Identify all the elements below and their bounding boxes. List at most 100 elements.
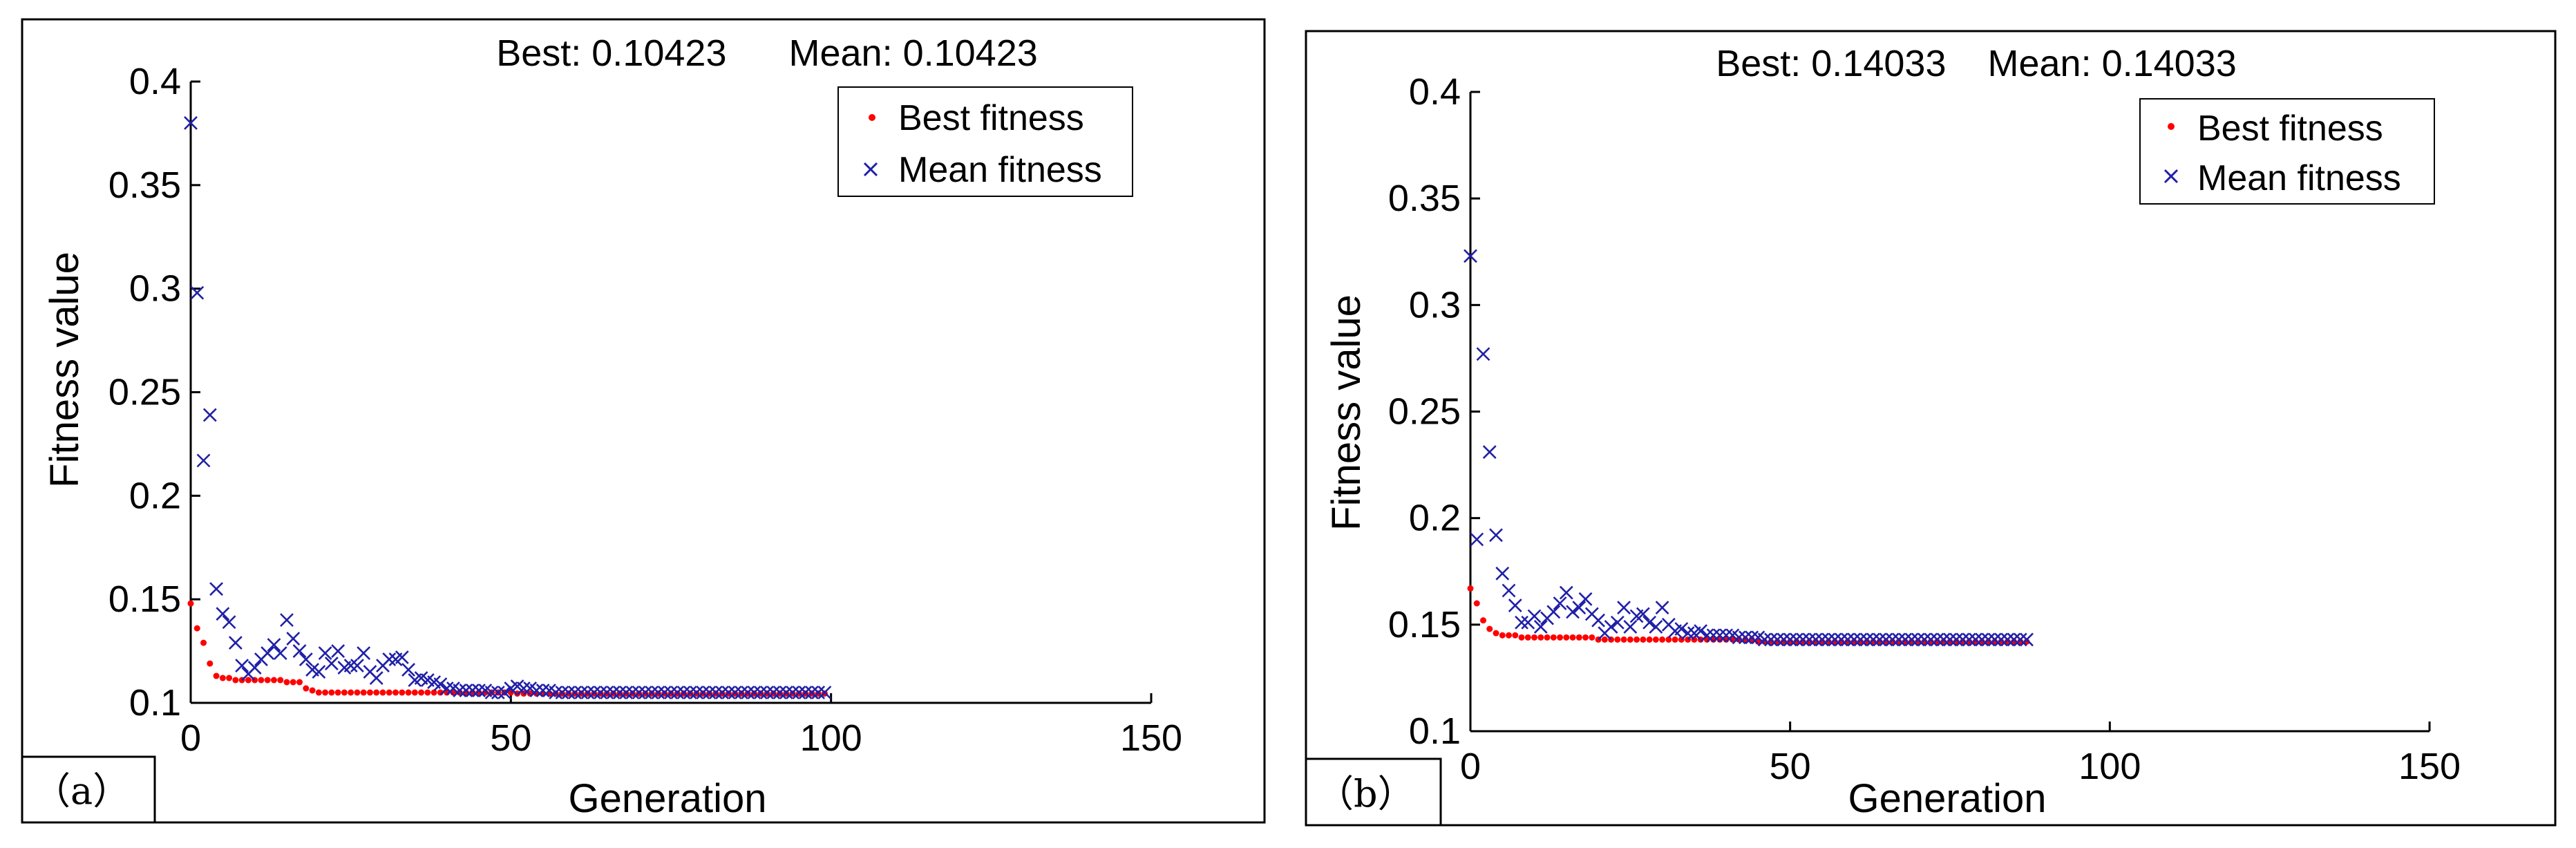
panel-a-x-tick-label: 0 <box>180 717 201 759</box>
panel-b-mean-fitness-point <box>1572 601 1587 615</box>
panel-a: Best: 0.10423 Mean: 0.10423 0.10.150.20.… <box>21 18 1266 824</box>
panel-b-best-fitness-point <box>1467 585 1474 592</box>
panel-a-mean-fitness-point <box>222 615 236 630</box>
panel-b-best-fitness-point <box>1589 634 1595 641</box>
panel-a-best-fitness-point <box>424 689 431 696</box>
panel-b-mean-fitness-point <box>1924 632 1938 647</box>
panel-a-mean-fitness-point <box>516 681 531 695</box>
panel-b-mean-fitness-point <box>1578 592 1593 606</box>
panel-a-x-label: Generation <box>569 776 767 821</box>
panel-b-mean-fitness-point <box>1732 630 1746 645</box>
panel-b-y-tick-label: 0.3 <box>1409 284 1461 326</box>
panel-b-legend-mean-marker <box>2163 169 2179 184</box>
panel-a-best-fitness-point <box>354 689 361 696</box>
panel-a-mean-fitness-point <box>735 686 748 699</box>
panel-a-mean-fitness-point <box>273 646 287 660</box>
panel-b-mean-fitness-point <box>1802 632 1817 647</box>
panel-b-best-fitness-point <box>1512 632 1519 639</box>
panel-a-y-tick-label: 0.4 <box>129 61 181 102</box>
panel-a-y-label: Fitness value <box>42 252 87 488</box>
panel-a-mean-fitness-point <box>696 686 710 699</box>
panel-a-best-fitness-point <box>392 689 399 696</box>
panel-b-best-fitness-point <box>1659 636 1666 643</box>
panel-a-mean-fitness-point <box>747 686 761 699</box>
panel-a-mean-fitness-point <box>664 686 678 699</box>
panel-a-mean-fitness-point <box>606 686 621 699</box>
panel-a-x-ticks: 0 50 100 150 <box>180 693 1182 759</box>
panel-b-y-tick-label: 0.1 <box>1409 710 1461 752</box>
panel-a-mean-fitness-point <box>632 686 646 699</box>
panel-a-best-fitness-point <box>290 679 296 686</box>
panel-a-mean-fitness-point <box>299 652 313 666</box>
panel-a-mean-fitness-point <box>439 681 454 695</box>
panel-b-best-fitness-point <box>1493 630 1499 637</box>
panel-a-mean-fitness-point <box>465 684 480 697</box>
panel-a-mean-fitness-point <box>350 659 364 672</box>
panel-a-mean-fitness-point <box>247 661 262 675</box>
panel-a-mean-fitness-point <box>587 686 601 699</box>
panel-a-title: Best: 0.10423 Mean: 0.10423 <box>496 32 1038 74</box>
panel-b-y-tick-label: 0.25 <box>1388 391 1461 433</box>
panel-a-series-mean <box>184 116 832 699</box>
panel-a-mean-fitness-point <box>536 684 550 697</box>
panel-a-best-fitness-point <box>258 677 265 684</box>
panel-b-mean-fitness-point <box>1674 622 1689 636</box>
panel-a-best-fitness-point <box>405 689 412 696</box>
panel-b-mean-fitness-point <box>1694 624 1708 639</box>
panel-a-mean-fitness-point <box>676 686 691 699</box>
panel-b-mean-fitness-point <box>1796 632 1810 647</box>
panel-a-best-fitness-point <box>360 689 367 696</box>
panel-a-best-fitness-point <box>232 677 239 684</box>
panel-b-mean-fitness-point <box>1994 632 2008 647</box>
panel-b-mean-fitness-point <box>1546 605 1561 619</box>
panel-b-mean-fitness-point <box>1566 605 1580 619</box>
panel-b-mean-fitness-point <box>1808 632 1823 647</box>
panel-b-mean-fitness-point <box>2020 632 2034 647</box>
panel-b-mean-fitness-point <box>1642 615 1657 630</box>
panel-a-mean-fitness-point <box>683 686 697 699</box>
panel-a-mean-fitness-point <box>196 453 211 468</box>
panel-b-best-fitness-point <box>1480 617 1487 624</box>
panel-a-x-tick-label: 50 <box>490 717 531 759</box>
panel-a-mean-fitness-point <box>382 652 397 666</box>
panel-b-best-fitness-point <box>1646 636 1653 643</box>
panel-b-mean-fitness-point <box>1738 630 1752 645</box>
panel-b-legend-best-marker <box>2168 123 2175 130</box>
panel-a-mean-fitness-point <box>753 686 768 699</box>
panel-a-best-fitness-point <box>411 689 418 696</box>
panel-b-best-fitness-point <box>1550 634 1557 641</box>
panel-b-mean-fitness-point <box>1859 632 1874 647</box>
panel-b-mean-fitness-point <box>1476 347 1490 361</box>
panel-b-best-fitness-point <box>1473 600 1480 607</box>
panel-a-mean-fitness-point <box>216 607 230 621</box>
panel-a-mean-fitness-point <box>357 646 371 660</box>
panel-b-mean-fitness-point <box>1700 628 1714 643</box>
panel-a-mean-fitness-point <box>779 686 793 699</box>
panel-a-mean-fitness-point <box>773 686 787 699</box>
panel-b-x-tick-label: 50 <box>1770 746 1811 787</box>
panel-b-y-tick-label: 0.15 <box>1388 604 1461 646</box>
panel-a-mean-fitness-point <box>600 686 614 699</box>
panel-b-best-fitness-point <box>1671 636 1678 643</box>
panel-a-mean-fitness-point <box>721 686 736 699</box>
panel-b-mean-fitness-point <box>1936 632 1951 647</box>
panel-a-best-fitness-point <box>283 679 290 686</box>
panel-b-y-tick-label: 0.4 <box>1409 71 1461 113</box>
panel-a-legend-best-label: Best fitness <box>898 98 1084 138</box>
panel-a-x-tick-label: 150 <box>1120 717 1182 759</box>
panel-b-mean-fitness-point <box>1515 615 1528 630</box>
panel-a-y-tick-label: 0.3 <box>129 268 181 310</box>
panel-a-mean-fitness-point <box>228 636 243 650</box>
panel-b-best-fitness-point <box>1499 632 1506 639</box>
panel-a-mean-fitness-point <box>612 686 627 699</box>
panel-b-best-fitness-point <box>1524 634 1531 641</box>
panel-a-mean-fitness-point <box>798 686 813 699</box>
panel-b-mean-fitness-point <box>1930 632 1944 647</box>
panel-a-mean-fitness-point <box>343 659 358 672</box>
panel-a-best-fitness-point <box>207 660 214 667</box>
panel-b-best-fitness-point <box>1557 634 1564 641</box>
panel-b-mean-fitness-point <box>1712 628 1727 643</box>
panel-b-mean-fitness-point <box>1873 632 1887 647</box>
panel-b-best-fitness-point <box>1582 634 1589 641</box>
panel-a-mean-fitness-point <box>184 116 198 130</box>
